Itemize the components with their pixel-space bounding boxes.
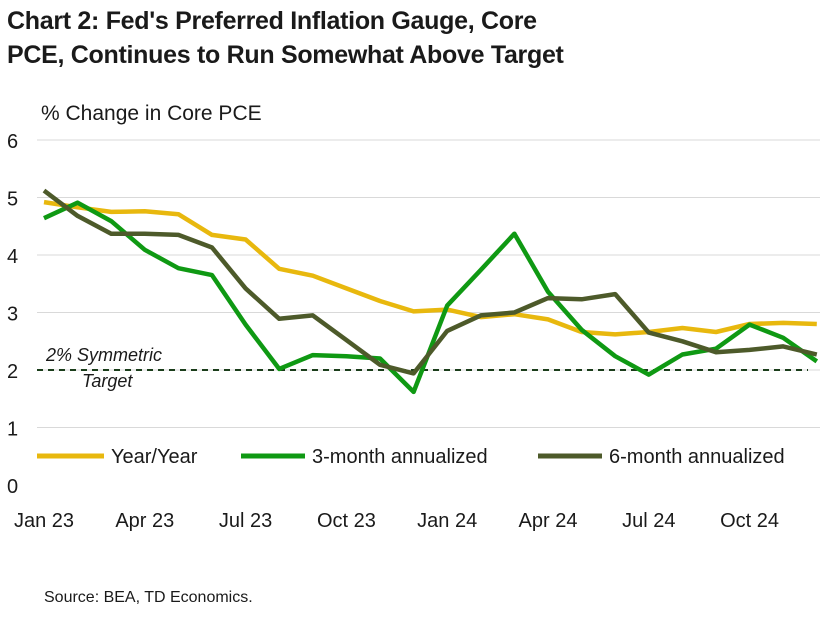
- x-tick-label: Jul 24: [622, 510, 675, 532]
- x-axis-ticks: Jan 23 Apr 23 Jul 23 Oct 23 Jan 24 Apr 24 Jul …: [14, 510, 779, 532]
- legend-label-3: 6-month annualized: [609, 446, 785, 468]
- x-tick-label: Jan 23: [14, 510, 74, 532]
- legend: Year/Year 3-month annualized 6-month annua…: [32, 438, 804, 476]
- target-label-line1: 2% Symmetric: [45, 345, 162, 365]
- gridlines: [37, 139, 820, 428]
- y-tick-0: 0: [7, 476, 18, 498]
- x-tick-label: Oct 24: [720, 510, 779, 532]
- y-tick-1: 1: [7, 419, 18, 441]
- target-label-line2: Target: [82, 371, 133, 391]
- y-tick-5: 5: [7, 189, 18, 211]
- y-axis-ticks: 0 1 2 3 4 5 6: [7, 131, 18, 498]
- x-tick-label: Oct 23: [317, 510, 376, 532]
- x-tick-label: Apr 23: [115, 510, 174, 532]
- chart-title-line2: PCE, Continues to Run Somewhat Above Tar…: [7, 41, 564, 69]
- legend-label-2: 3-month annualized: [312, 446, 488, 468]
- y-axis-label: % Change in Core PCE: [41, 102, 262, 125]
- y-tick-4: 4: [7, 246, 18, 268]
- x-tick-label: Jul 23: [219, 510, 272, 532]
- legend-background: [32, 438, 804, 476]
- series-lines: [42, 188, 819, 395]
- y-tick-6: 6: [7, 131, 18, 153]
- x-tick-label: Jan 24: [417, 510, 477, 532]
- y-tick-3: 3: [7, 304, 18, 326]
- series-line-1: [43, 199, 817, 337]
- legend-label-1: Year/Year: [111, 446, 198, 468]
- x-tick-label: Apr 24: [519, 510, 578, 532]
- source-note: Source: BEA, TD Economics.: [44, 589, 253, 606]
- chart-title: Chart 2: Fed's Preferred Inflation Gauge…: [7, 4, 807, 72]
- y-tick-2: 2: [7, 361, 18, 383]
- series-line-3: [42, 188, 818, 376]
- chart-title-line1: Chart 2: Fed's Preferred Inflation Gauge…: [7, 7, 537, 35]
